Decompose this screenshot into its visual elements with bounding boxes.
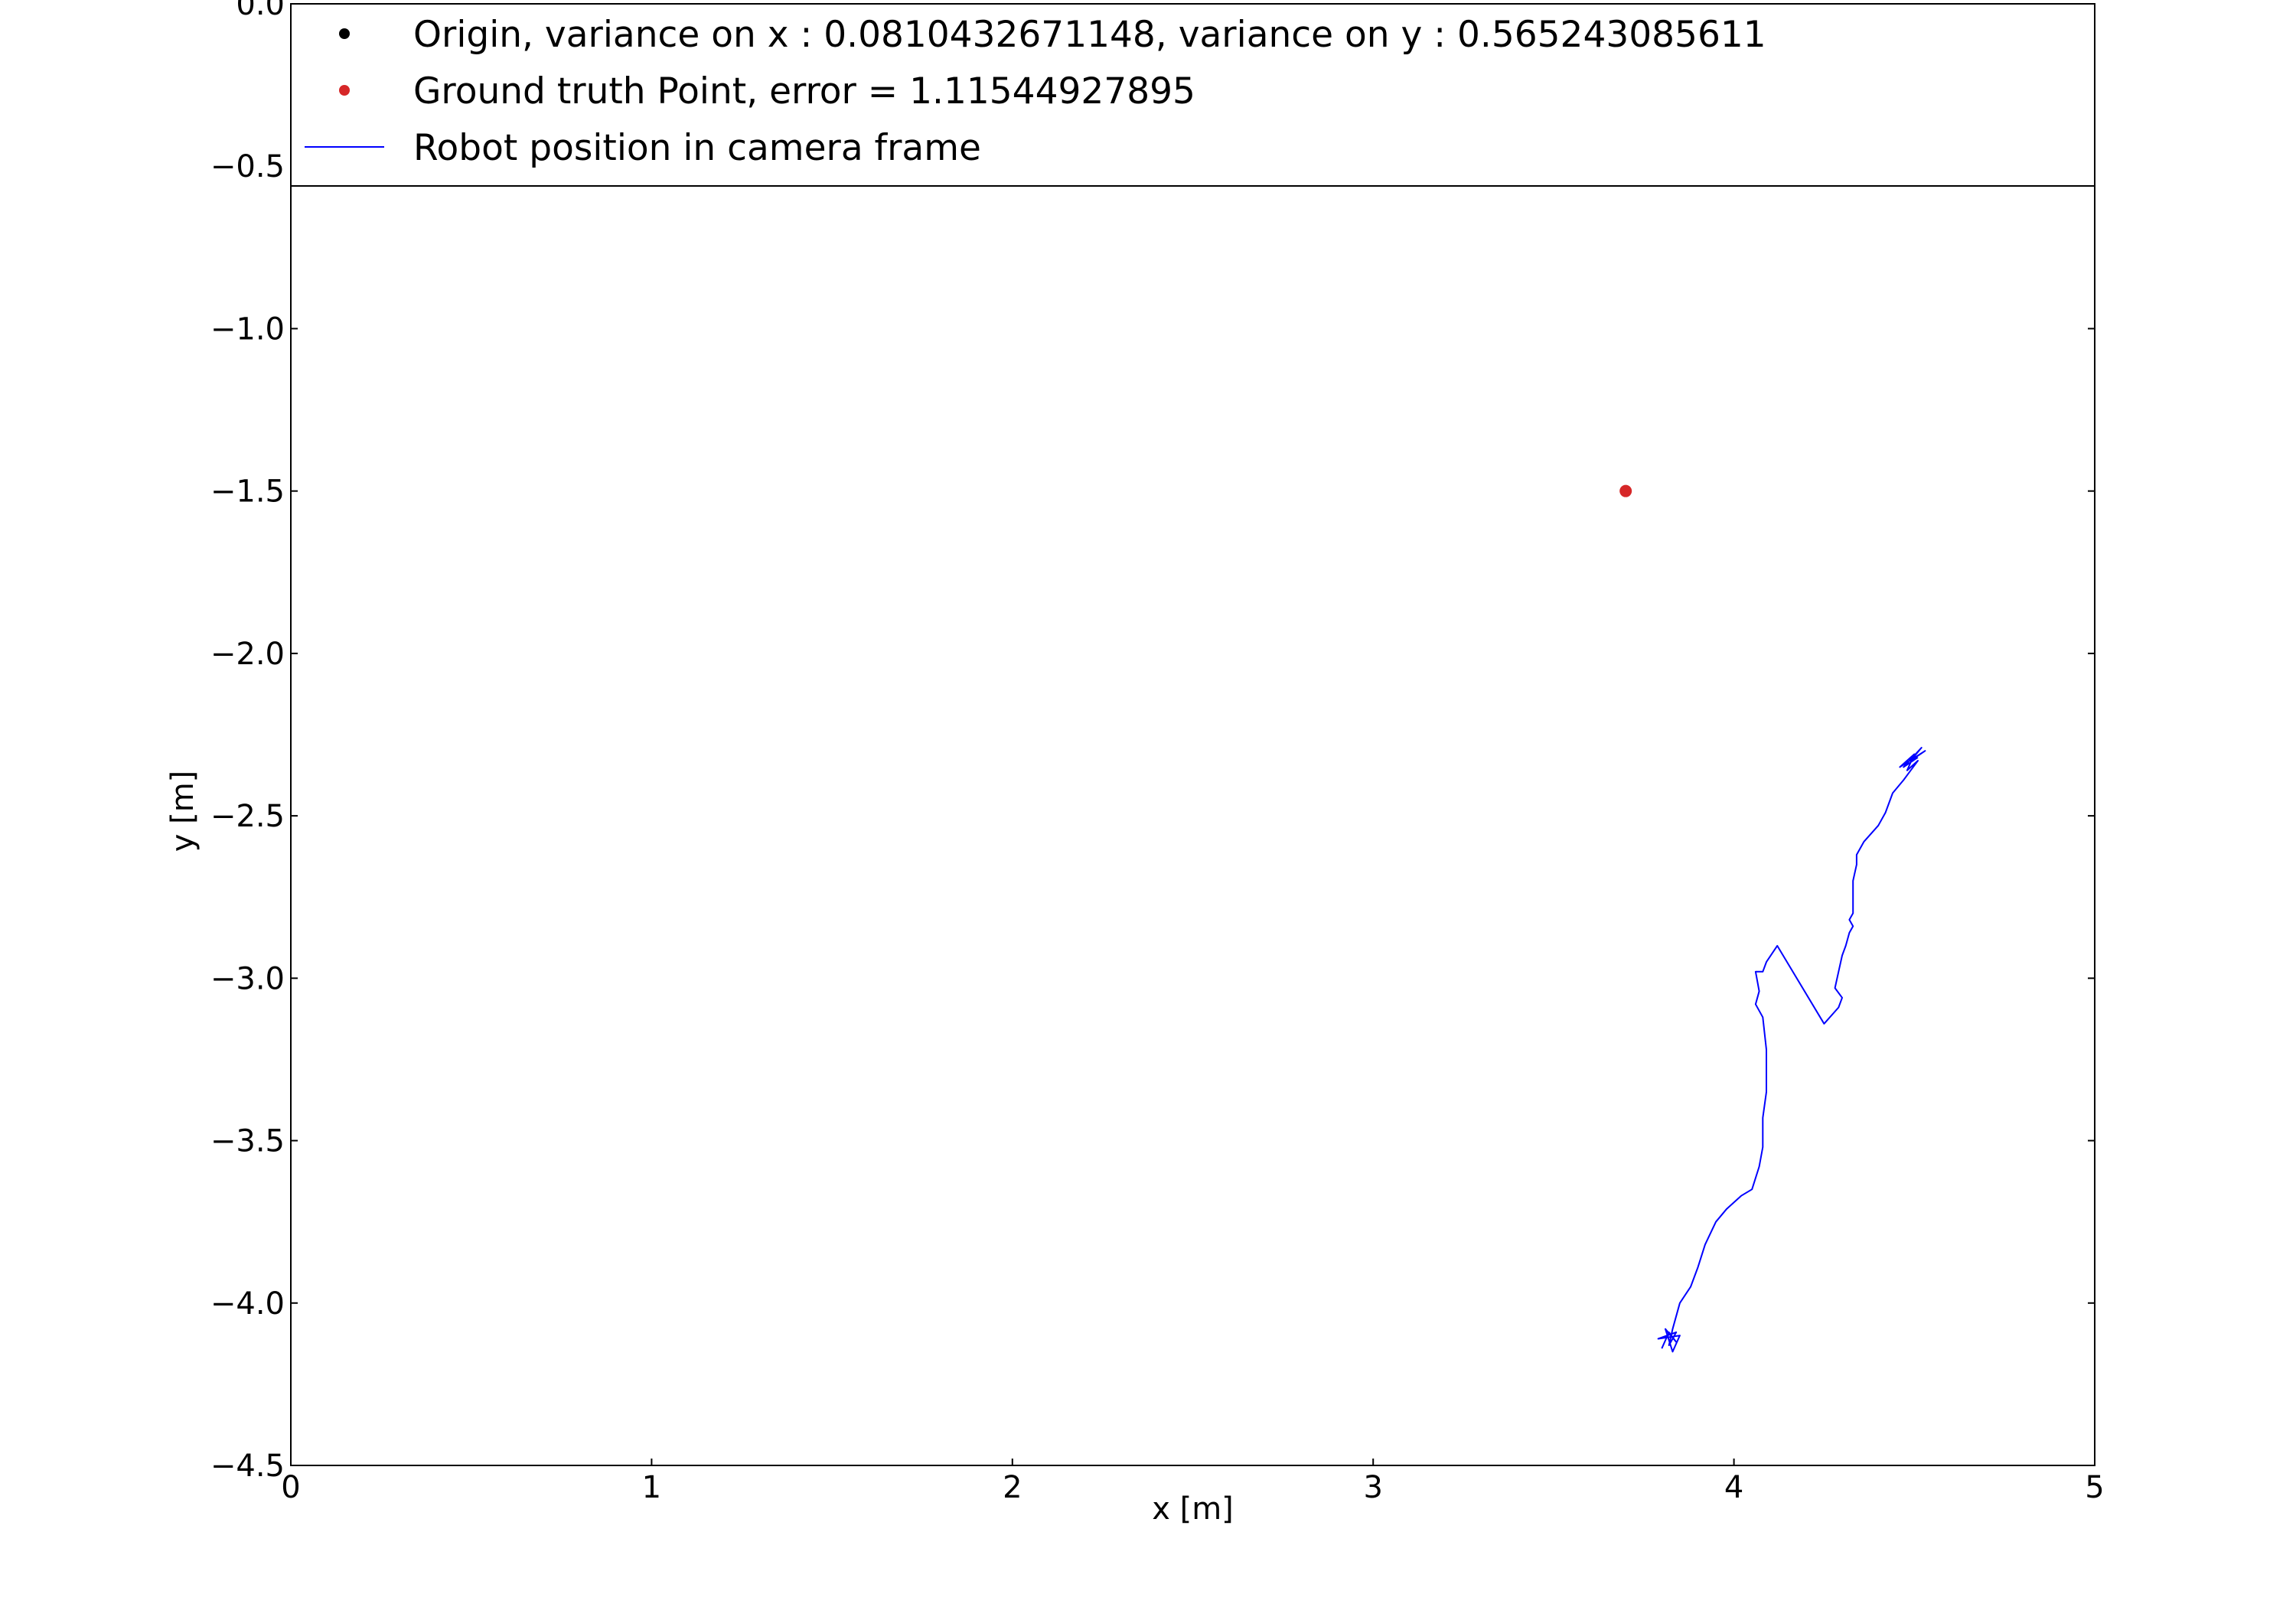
x-tick-label: 0 [281, 1470, 300, 1505]
x-tick-label: 4 [1724, 1470, 1743, 1505]
robot-trajectory-line [1657, 747, 1926, 1353]
y-tick-label: −3.5 [210, 1124, 285, 1159]
y-tick-label: 0.0 [236, 0, 285, 22]
x-tick-label: 1 [642, 1470, 661, 1505]
legend-entry-origin: Origin, variance on x : 0.0810432671148,… [339, 14, 1766, 56]
axis-ticks: 0 1 2 3 4 5 0.0 −0.5 −1.0 −1.5 −2.0 −2.5 −3.0 −3.5 −4.… [210, 0, 2105, 1505]
y-tick-label: −0.5 [210, 149, 285, 184]
y-tick-label: −4.0 [210, 1286, 285, 1322]
legend-point-marker [339, 28, 350, 39]
legend-label: Origin, variance on x : 0.0810432671148,… [413, 14, 1766, 56]
legend-entry-ground-truth: Ground truth Point, error = 1.1154492789… [339, 70, 1195, 112]
legend: Origin, variance on x : 0.0810432671148,… [290, 3, 2095, 187]
plot-area [1619, 484, 1926, 1353]
y-tick-label: −4.5 [210, 1449, 285, 1484]
legend-label: Robot position in camera frame [413, 127, 981, 169]
y-tick-label: −3.0 [210, 961, 285, 996]
y-tick-label: −2.0 [210, 637, 285, 672]
y-axis-label: y [m] [165, 771, 201, 852]
y-tick-label: −1.5 [210, 474, 285, 510]
legend-point-marker [339, 85, 350, 96]
x-axis-label: x [m] [1152, 1491, 1234, 1527]
ground-truth-point [1619, 484, 1632, 497]
x-tick-label: 2 [1003, 1470, 1022, 1505]
legend-box [290, 3, 2095, 187]
x-tick-label: 5 [2085, 1470, 2104, 1505]
y-tick-label: −1.0 [210, 311, 285, 347]
legend-label: Ground truth Point, error = 1.1154492789… [413, 70, 1195, 112]
x-tick-label: 3 [1363, 1470, 1382, 1505]
y-tick-label: −2.5 [210, 799, 285, 834]
legend-entry-robot-position: Robot position in camera frame [305, 127, 981, 169]
